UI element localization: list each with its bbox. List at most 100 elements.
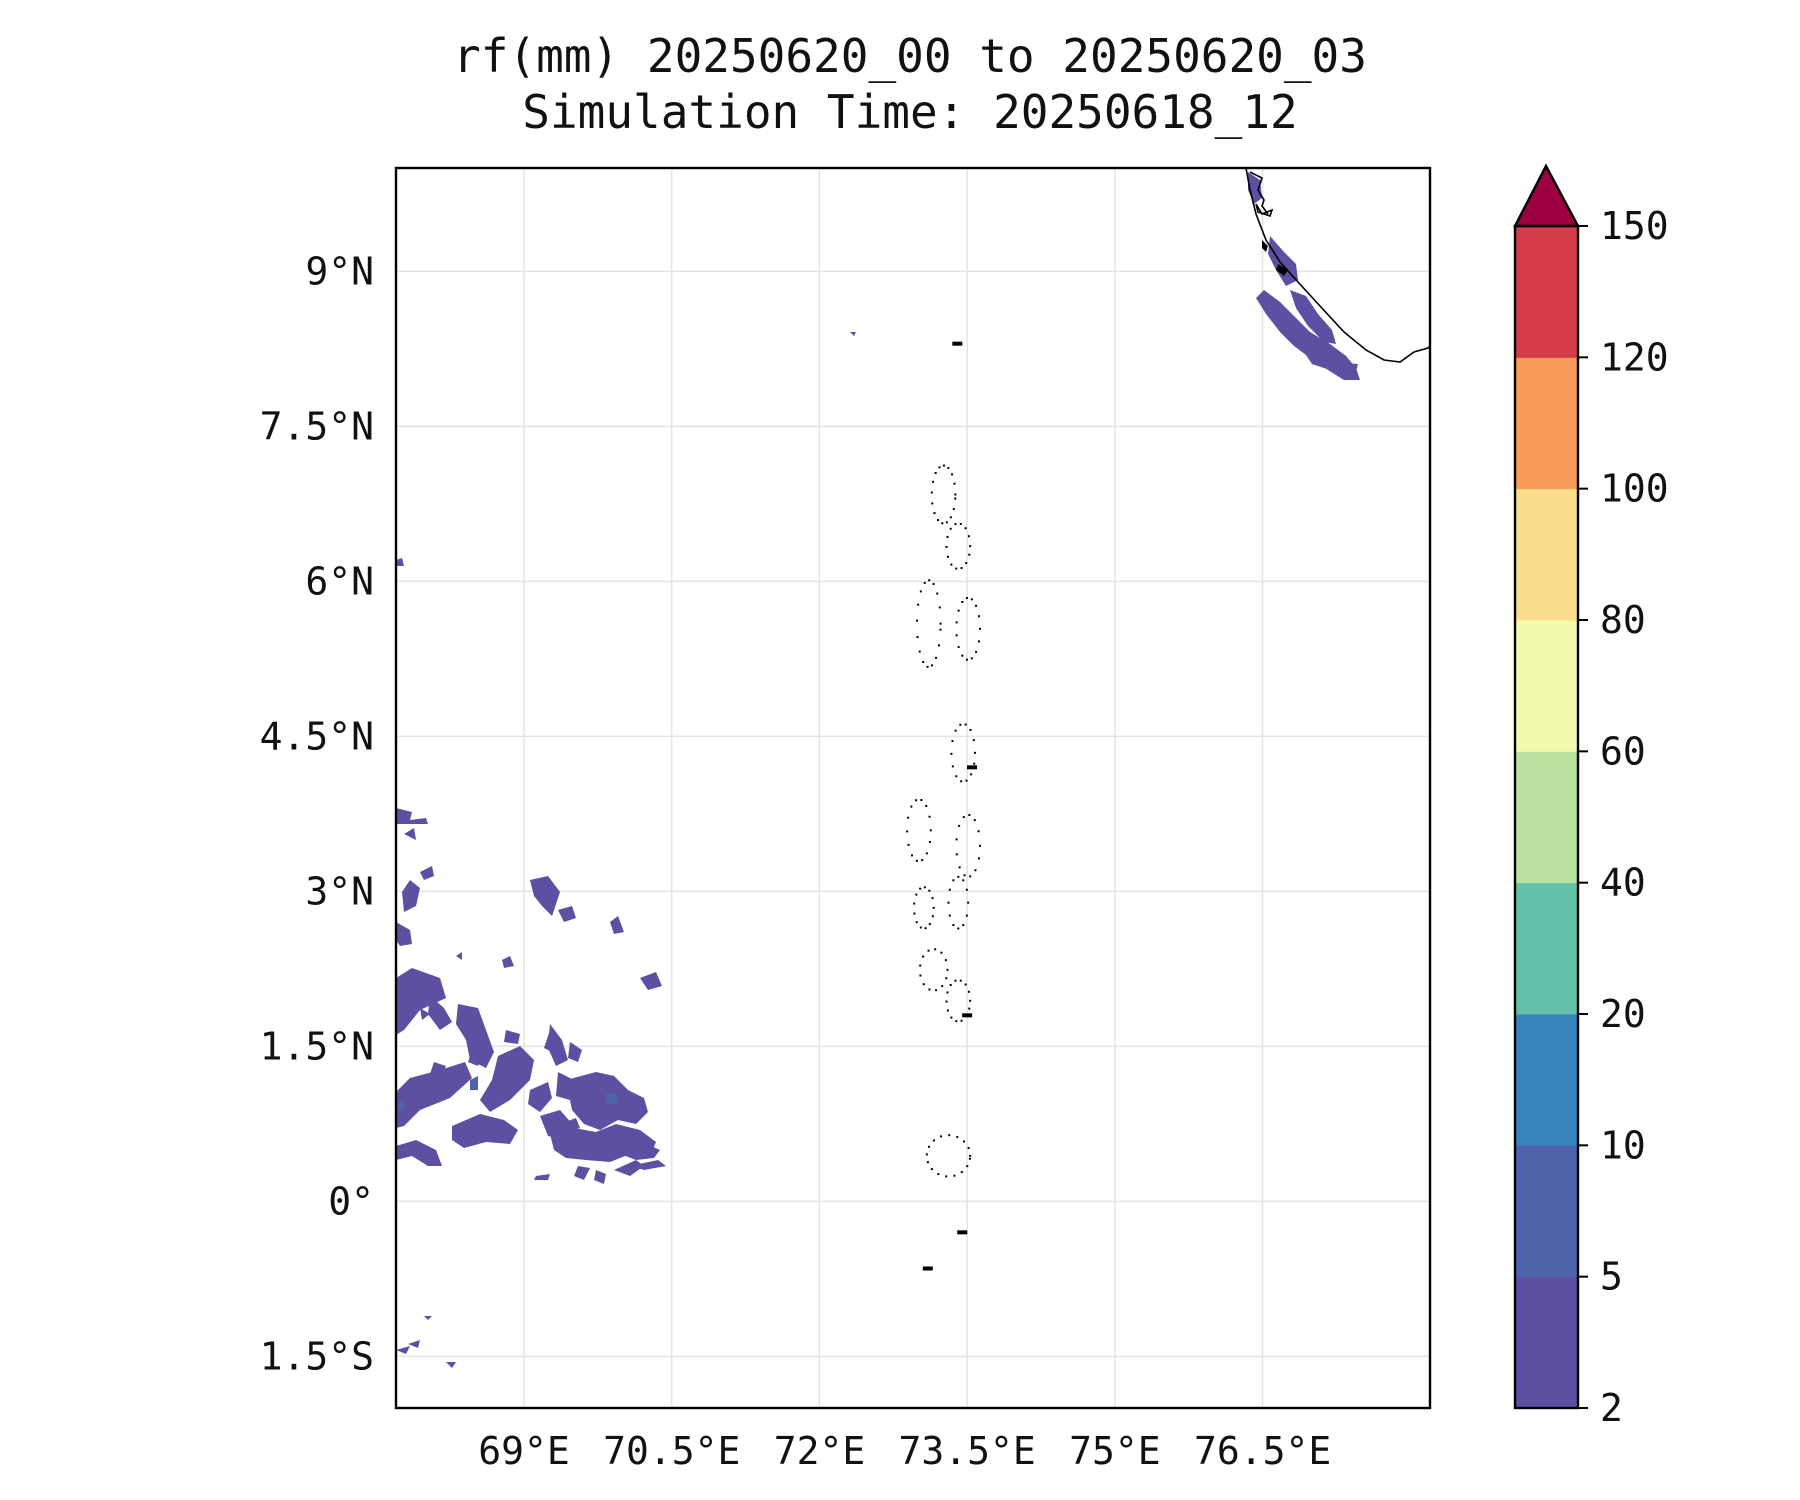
island bbox=[957, 1230, 968, 1235]
colorbar-band bbox=[1515, 226, 1578, 358]
atoll-islet bbox=[969, 999, 972, 1002]
colorbar-tick-label: 10 bbox=[1600, 1123, 1646, 1167]
rain-patch bbox=[614, 1160, 644, 1176]
india-coastline bbox=[1245, 168, 1430, 363]
atoll-islet bbox=[928, 988, 931, 991]
lat-tick-label: 4.5°N bbox=[260, 714, 374, 758]
atoll-islet bbox=[948, 914, 951, 917]
latitude-axis: 9°N 7.5°N 6°N 4.5°N 3°N 1.5°N 0° 1.5°S bbox=[260, 249, 374, 1378]
rain-patch bbox=[424, 1316, 432, 1320]
atoll-islet bbox=[950, 563, 953, 566]
colorbar-extend-arrow bbox=[1513, 163, 1580, 228]
rain-patch bbox=[850, 332, 856, 336]
atoll-islet bbox=[962, 879, 965, 882]
atoll-islet bbox=[940, 951, 943, 954]
chart-subtitle: Simulation Time: 20250618_12 bbox=[522, 85, 1297, 139]
atoll-islet bbox=[950, 1016, 953, 1019]
atoll-islet bbox=[964, 527, 967, 530]
colorbar-band bbox=[1515, 751, 1578, 884]
atoll-islet bbox=[969, 1154, 972, 1157]
atoll-islet bbox=[938, 644, 941, 647]
atoll-islet bbox=[915, 921, 918, 924]
rain-patch bbox=[398, 1102, 404, 1110]
atoll-islet bbox=[949, 527, 952, 530]
atoll-islet bbox=[973, 762, 976, 765]
rain-patch bbox=[1290, 290, 1336, 344]
atoll-islet bbox=[925, 1153, 928, 1156]
atoll-islet bbox=[938, 606, 941, 609]
atoll-islet bbox=[951, 740, 954, 743]
island bbox=[952, 341, 963, 346]
atoll-islet bbox=[954, 523, 957, 526]
atoll-islet bbox=[975, 650, 978, 653]
atoll-islet bbox=[937, 1173, 940, 1176]
atoll-islet bbox=[938, 466, 941, 469]
coastal-lagoon bbox=[1255, 203, 1274, 218]
rain-patch bbox=[1256, 290, 1360, 380]
atoll-islet bbox=[915, 799, 918, 802]
atoll-islet bbox=[974, 869, 977, 872]
rain-patch bbox=[558, 906, 576, 922]
lat-tick-label: 1.5°S bbox=[260, 1334, 374, 1378]
atoll-islet bbox=[945, 521, 948, 524]
atoll-islet bbox=[913, 912, 916, 915]
atoll-islet bbox=[955, 838, 958, 841]
rain-patch bbox=[420, 1008, 430, 1020]
atoll-islet bbox=[977, 857, 980, 860]
atoll-islet bbox=[946, 1009, 949, 1012]
colorbar-tick-label: 150 bbox=[1600, 204, 1669, 248]
rainfall-layer bbox=[396, 172, 1360, 1368]
atoll-islet bbox=[963, 1140, 966, 1143]
atoll-islet bbox=[949, 516, 952, 519]
colorbar-tick-label: 120 bbox=[1600, 335, 1669, 379]
atoll-islet bbox=[970, 598, 973, 601]
atoll-islet bbox=[934, 948, 937, 951]
atoll-islet bbox=[977, 615, 980, 618]
rain-patch bbox=[396, 968, 446, 1035]
lat-tick-label: 0° bbox=[328, 1179, 374, 1223]
atoll-islet bbox=[964, 983, 967, 986]
atoll-islet bbox=[960, 1019, 963, 1022]
colorbar-band bbox=[1515, 1276, 1578, 1409]
atoll-islet bbox=[949, 984, 952, 987]
rain-patch bbox=[640, 972, 662, 990]
atoll-islet bbox=[928, 579, 931, 582]
atoll-islet bbox=[959, 723, 962, 726]
atoll-islet bbox=[930, 491, 933, 494]
atoll-islet bbox=[957, 927, 960, 930]
atoll-islet bbox=[954, 497, 957, 500]
atoll-islet bbox=[931, 915, 934, 918]
atoll-islet bbox=[915, 859, 918, 862]
rain-patch bbox=[606, 1092, 618, 1104]
atoll-islet bbox=[932, 583, 935, 586]
atoll-islet bbox=[946, 555, 949, 558]
rain-patch bbox=[528, 1082, 552, 1112]
atoll-islet bbox=[934, 471, 937, 474]
rain-patch bbox=[504, 1030, 520, 1044]
atoll-islet bbox=[953, 482, 956, 485]
atoll-islet bbox=[930, 1168, 933, 1171]
rain-patch bbox=[544, 1030, 560, 1054]
rain-patch bbox=[1336, 362, 1358, 372]
atoll-islet bbox=[952, 879, 955, 882]
atoll-islet bbox=[972, 739, 975, 742]
rain-patch bbox=[630, 1160, 666, 1170]
atoll-islet bbox=[947, 467, 950, 470]
atoll-islet bbox=[939, 622, 942, 625]
atoll-islet bbox=[928, 840, 931, 843]
atoll-islet bbox=[968, 1157, 971, 1160]
atoll-islet bbox=[967, 535, 970, 538]
colorbar-bands bbox=[1515, 226, 1578, 1409]
atoll-islet bbox=[926, 665, 929, 668]
atoll-islet bbox=[918, 650, 921, 653]
atoll-islet bbox=[965, 914, 968, 917]
atoll-islet bbox=[965, 779, 968, 782]
colorbar-band bbox=[1515, 357, 1578, 490]
atoll-islet bbox=[931, 502, 934, 505]
atoll-islet bbox=[970, 657, 973, 660]
lon-tick-label: 70.5°E bbox=[603, 1429, 740, 1473]
atoll-islet bbox=[964, 723, 967, 726]
colorbar-tick-label: 60 bbox=[1600, 729, 1646, 773]
atoll-islet bbox=[954, 493, 957, 496]
